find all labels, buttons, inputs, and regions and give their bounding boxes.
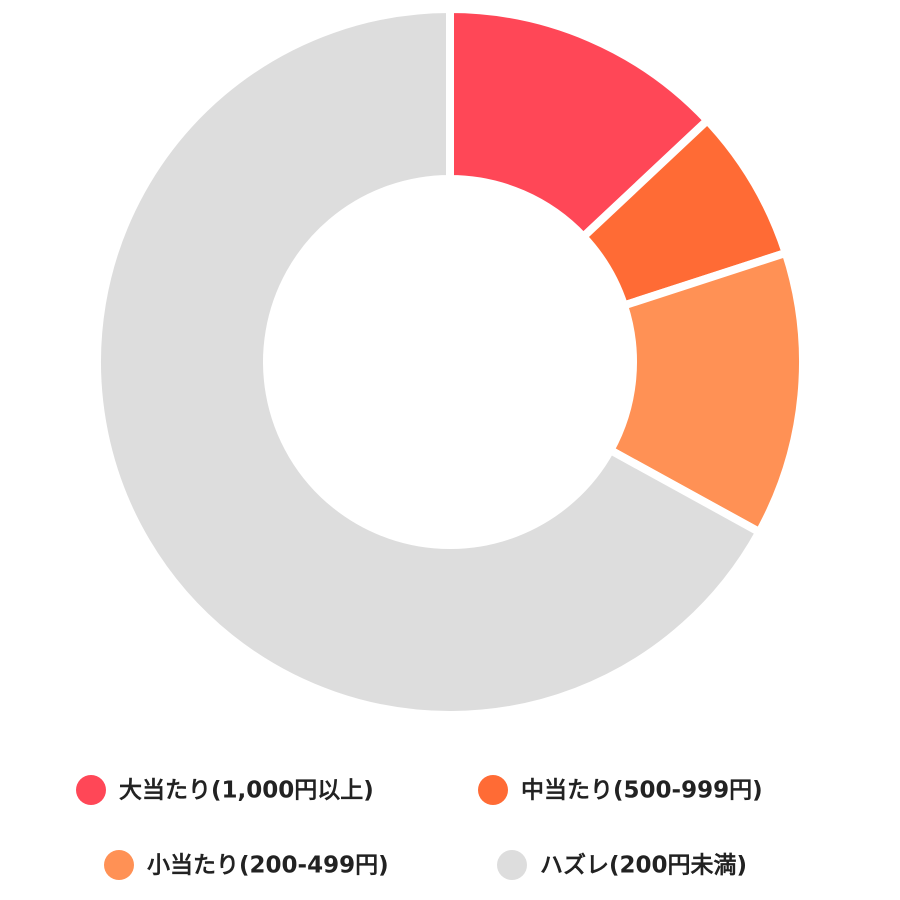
legend-label: 中当たり(500-999円) [521,778,763,804]
legend-label: 大当たり(1,000円以上) [119,778,374,804]
legend-swatch [497,850,527,880]
legend-swatch [478,775,508,805]
donut-slice [604,247,807,538]
legend-label: ハズレ(200円未満) [540,852,747,879]
legend-swatch [76,775,106,805]
donut-slice [93,4,765,719]
legend-label: 小当たり(200-499円) [147,853,389,879]
legend-swatch [104,850,134,880]
